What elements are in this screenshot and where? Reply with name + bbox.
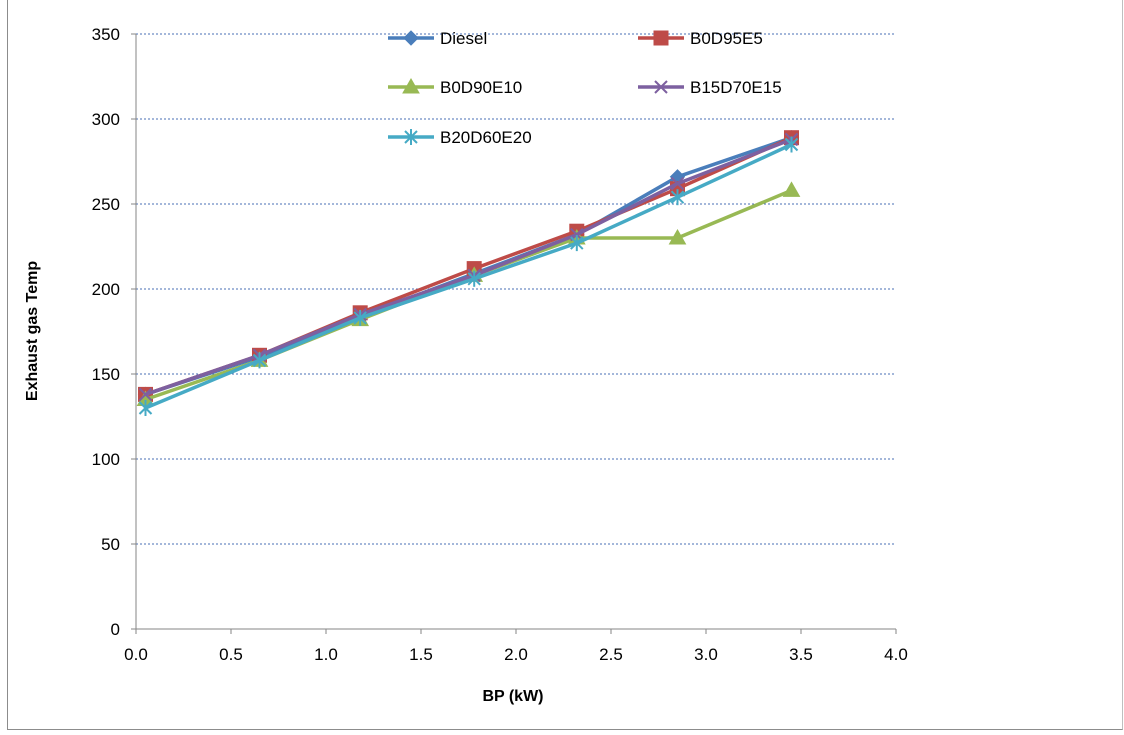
axis-layer: 0 50 100 150 200 250 300 350 0.0 0.5 1.0 1.5 2.0 2.5 3… [92, 25, 908, 664]
legend-label: B0D95E5 [690, 29, 763, 48]
x-axis-title: BP (kW) [482, 688, 543, 705]
legend-item-diesel: Diesel [388, 29, 487, 48]
y-tick-label: 150 [92, 365, 120, 384]
legend-marker [404, 129, 418, 145]
series-layer [136, 129, 801, 416]
x-tick-label: 2.0 [504, 645, 528, 664]
marker-shape [782, 181, 801, 197]
y-axis-title: Exhaust gas Temp [24, 261, 41, 401]
legend-item-b0d90e10: B0D90E10 [388, 77, 522, 97]
marker-shape [653, 30, 669, 46]
y-tick-label: 350 [92, 25, 120, 44]
y-tick-label: 100 [92, 450, 120, 469]
y-tick-label: 0 [111, 620, 120, 639]
series-b0d90e10 [136, 181, 801, 406]
x-tick-label: 3.0 [694, 645, 718, 664]
legend-label: Diesel [440, 29, 487, 48]
legend-item-b0d95e5: B0D95E5 [638, 29, 763, 48]
chart-frame: 0 50 100 150 200 250 300 350 0.0 0.5 1.0 1.5 2.0 2.5 3… [7, 0, 1123, 730]
x-tick-label: 0.5 [219, 645, 243, 664]
marker-shape [668, 228, 687, 245]
legend-marker [654, 80, 668, 94]
marker-shape [654, 80, 668, 94]
legend-marker [402, 77, 420, 94]
data-point-b0d90e10 [668, 228, 687, 245]
exhaust-temp-chart: 0 50 100 150 200 250 300 350 0.0 0.5 1.0 1.5 2.0 2.5 3… [24, 25, 908, 705]
y-tick-label: 200 [92, 280, 120, 299]
data-point-b20d60e20 [467, 270, 481, 287]
legend-item-b15d70e15: B15D70E15 [638, 78, 782, 97]
y-tick-label: 250 [92, 195, 120, 214]
x-tick-label: 1.0 [314, 645, 338, 664]
y-tick-label: 300 [92, 110, 120, 129]
data-point-b20d60e20 [784, 136, 799, 153]
series-b20d60e20 [138, 136, 799, 416]
data-point-b20d60e20 [252, 352, 267, 369]
data-point-b20d60e20 [570, 235, 584, 252]
data-point-b20d60e20 [353, 309, 367, 326]
x-tick-label: 1.5 [409, 645, 433, 664]
data-point-b15d70e15 [670, 176, 685, 191]
legend-marker [653, 30, 669, 46]
x-tick-label: 0.0 [124, 645, 148, 664]
marker-shape [403, 30, 419, 46]
x-tick-label: 3.5 [789, 645, 813, 664]
legend-label: B20D60E20 [440, 128, 532, 147]
x-tick-label: 4.0 [884, 645, 908, 664]
marker-shape [670, 176, 685, 191]
y-tick-label: 50 [101, 535, 120, 554]
data-point-b0d90e10 [782, 181, 801, 197]
legend-label: B15D70E15 [690, 78, 782, 97]
legend-marker [403, 30, 419, 46]
grid-layer [136, 33, 896, 545]
marker-shape [138, 387, 153, 402]
legend-label: B0D90E10 [440, 78, 522, 97]
legend-item-b20d60e20: B20D60E20 [388, 128, 532, 147]
data-point-b20d60e20 [138, 400, 153, 416]
x-tick-label: 2.5 [599, 645, 623, 664]
data-point-b15d70e15 [138, 387, 153, 402]
data-point-b20d60e20 [670, 189, 685, 206]
legend: Diesel B0D95E5 B0D90E10 B15D70E15 B20D60E20 [388, 29, 782, 147]
marker-shape [402, 77, 420, 94]
series-b0d95e5 [138, 130, 799, 402]
